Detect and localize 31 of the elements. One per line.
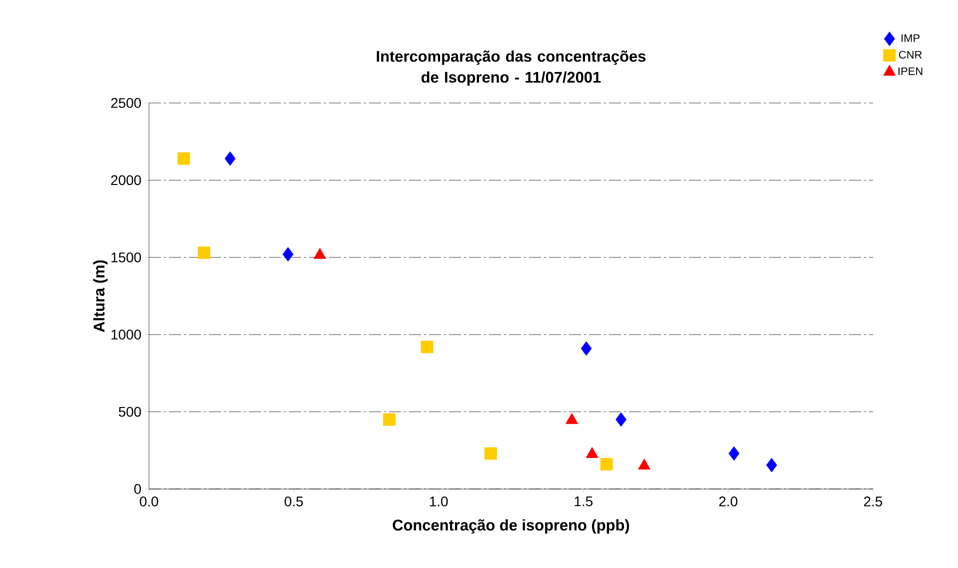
- point: [484, 447, 497, 460]
- point: [616, 412, 626, 427]
- chart-title: Intercomparação das concentrações de Isopreno - 11/07/2001: [376, 50, 646, 86]
- point: [600, 458, 613, 470]
- y-tick-label: 0: [134, 484, 141, 494]
- point: [638, 458, 650, 470]
- x-tick-label: 1.0: [430, 496, 448, 506]
- point: [282, 247, 294, 262]
- y-axis-title: Altura (m): [93, 260, 108, 332]
- legend-label: IPEN: [898, 67, 922, 75]
- legend-label: CNR: [899, 50, 922, 59]
- x-tick-label: 1.5: [574, 496, 593, 506]
- y-tick-label: 2000: [111, 175, 141, 186]
- point: [224, 151, 236, 166]
- point: [383, 413, 396, 426]
- legend-label: IMP: [902, 34, 920, 42]
- x-tick-label: 2.5: [864, 496, 882, 506]
- y-tick-label: 500: [118, 406, 141, 417]
- point: [580, 341, 592, 356]
- y-tick-label: 1500: [112, 252, 141, 262]
- x-tick-label: 0.0: [140, 496, 158, 506]
- point: [178, 152, 190, 165]
- x-tick-label: 2.0: [719, 496, 738, 506]
- point: [420, 340, 434, 354]
- x-tick-label: 0.5: [284, 496, 303, 506]
- y-tick-label: 2500: [111, 98, 141, 108]
- point: [198, 246, 210, 259]
- y-tick-label: 1000: [112, 330, 141, 340]
- point: [728, 446, 740, 461]
- x-axis-title: Concentração de isopreno (ppb): [392, 519, 630, 534]
- point: [766, 458, 778, 472]
